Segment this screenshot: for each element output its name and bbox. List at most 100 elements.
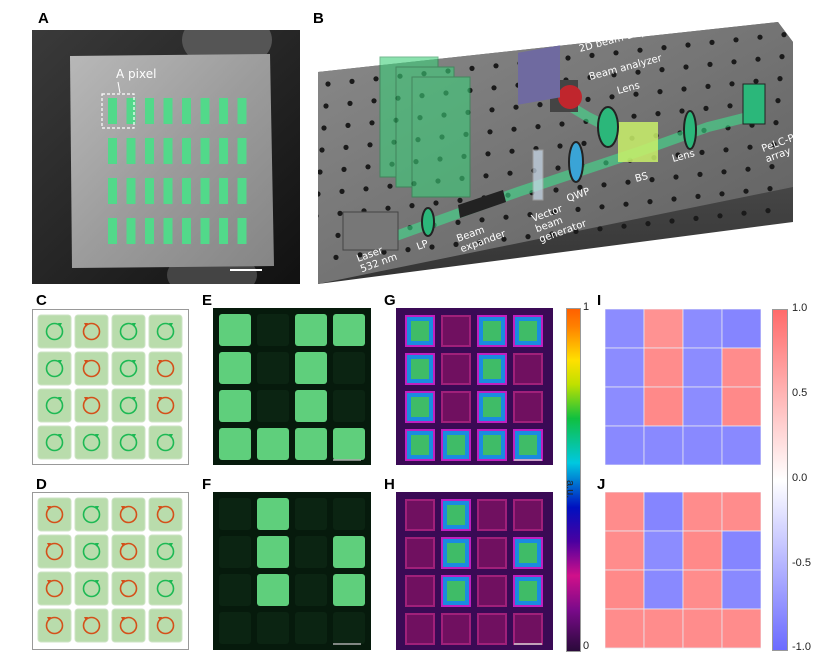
pixel-slot	[108, 178, 117, 204]
dark-pixel	[295, 574, 327, 606]
table-hole	[661, 45, 667, 51]
pixel-cell	[74, 534, 109, 569]
pixel-cell	[37, 351, 72, 386]
table-hole	[775, 98, 781, 104]
pixel-cell	[148, 425, 183, 460]
panel-label-c: C	[36, 292, 47, 309]
dark-pixel	[219, 612, 251, 644]
bright-pixel	[333, 574, 365, 606]
table-hole	[487, 129, 493, 135]
arrowhead-icon	[132, 323, 136, 327]
table-hole	[527, 212, 533, 218]
heatmap-cell	[682, 386, 723, 427]
heatmap-cell	[721, 492, 761, 532]
pixel-cell	[37, 314, 72, 349]
table-hole	[575, 206, 581, 212]
dark-pixel	[219, 536, 251, 568]
bright-core	[411, 435, 429, 455]
bright-pixel	[295, 352, 327, 384]
heatmap-cell	[682, 530, 723, 571]
table-hole	[721, 169, 727, 175]
table-hole	[493, 63, 499, 69]
panel-label-j: J	[597, 476, 606, 493]
table-hole	[611, 72, 617, 78]
pixel-cell	[111, 425, 146, 460]
clockwise-arrow-icon	[82, 505, 101, 524]
pixel-slot	[163, 138, 173, 164]
pixel-slot	[126, 98, 136, 124]
arrowhead-icon	[158, 617, 162, 621]
pixel-slot	[108, 218, 117, 244]
table-hole	[503, 214, 509, 220]
table-hole	[323, 103, 329, 109]
table-hole	[409, 203, 415, 209]
counterclockwise-arrow-icon	[45, 579, 64, 598]
table-hole	[697, 171, 703, 177]
device-photo: A pixel	[32, 30, 300, 284]
pixel-cell	[148, 351, 183, 386]
table-hole	[555, 165, 561, 171]
heatmap-cell	[643, 608, 684, 649]
table-hole	[623, 201, 629, 207]
heatmap-cell	[605, 347, 645, 388]
colorbar-tick: 1.0	[792, 302, 808, 314]
panel-label-d: D	[36, 476, 47, 493]
table-hole	[349, 78, 355, 84]
arrowhead-icon	[132, 434, 136, 438]
clockwise-arrow-icon	[156, 433, 175, 452]
bright-pixel	[219, 314, 251, 346]
arrowhead-icon	[47, 506, 51, 510]
bright-core	[483, 435, 501, 455]
bright-pixel	[295, 390, 327, 422]
arrowhead-icon	[158, 360, 162, 364]
bright-pixel	[219, 352, 251, 384]
counterclockwise-arrow-icon	[156, 359, 175, 378]
table-hole	[525, 234, 531, 240]
dark-pixel	[257, 390, 289, 422]
table-hole	[635, 69, 641, 75]
bright-core	[447, 505, 465, 525]
bright-pixel	[219, 428, 251, 460]
heatmap-cell	[682, 608, 723, 649]
pixel-cell	[111, 571, 146, 606]
table-hole	[655, 111, 661, 117]
dark-pixel	[513, 353, 543, 385]
heatmap-cell	[721, 347, 761, 388]
dark-pixel	[257, 612, 289, 644]
clockwise-arrow-icon	[82, 433, 101, 452]
table-hole	[479, 217, 485, 223]
bright-core	[519, 581, 537, 601]
beam-expander	[458, 190, 506, 218]
table-hole	[741, 210, 747, 216]
panel-label-g: G	[384, 292, 396, 309]
arrowhead-icon	[58, 397, 62, 401]
table-hole	[507, 170, 513, 176]
bright-core	[519, 321, 537, 341]
arrowhead-icon	[121, 580, 125, 584]
table-hole	[719, 191, 725, 197]
table-hole	[777, 76, 783, 82]
pixel-cell	[148, 388, 183, 423]
dark-pixel	[333, 612, 365, 644]
table-hole	[625, 179, 631, 185]
table-hole	[457, 197, 463, 203]
table-hole	[513, 104, 519, 110]
table-hole	[773, 120, 779, 126]
table-hole	[705, 83, 711, 89]
table-hole	[693, 215, 699, 221]
table-hole	[405, 247, 411, 253]
pixel-slot	[237, 218, 247, 244]
heatmap-cell	[682, 425, 723, 465]
bright-core	[447, 435, 465, 455]
bright-pixel	[257, 574, 289, 606]
table-hole	[385, 205, 391, 211]
dark-pixel	[295, 498, 327, 530]
table-hole	[675, 152, 681, 158]
bright-core	[519, 543, 537, 563]
table-hole	[597, 226, 603, 232]
heatmap-cell	[605, 569, 645, 610]
clockwise-arrow-icon	[119, 396, 138, 415]
panel-g-intensity-map	[396, 308, 553, 465]
heatmap-cell	[605, 530, 645, 571]
bright-core	[483, 359, 501, 379]
